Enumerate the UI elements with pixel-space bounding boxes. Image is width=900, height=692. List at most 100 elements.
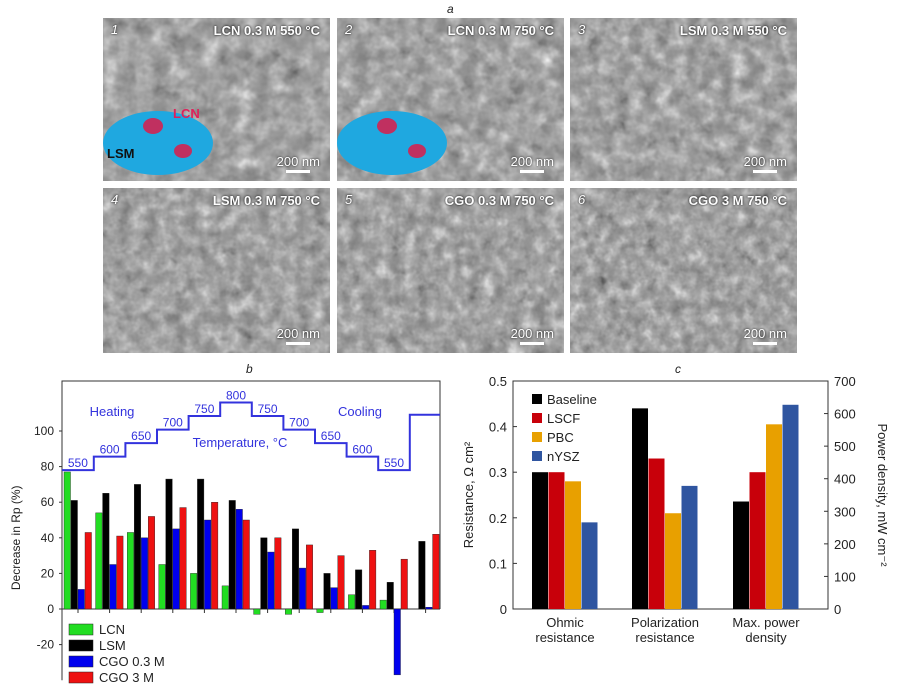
bar-cgo-0-3-m: [267, 551, 275, 610]
bar-cgo-0-3-m: [393, 608, 401, 676]
temperature-step-label: 600: [100, 443, 120, 457]
y-right-tick-label: 200: [834, 537, 856, 552]
bar-cgo-3-m: [211, 501, 219, 610]
sem-number: 4: [111, 192, 119, 207]
bar-lcn: [285, 608, 292, 615]
scale-bar: 200 nm: [277, 154, 320, 173]
y-tick-label: 0: [47, 602, 54, 616]
y-tick-label: 100: [34, 424, 54, 438]
y-tick-label: 0.4: [489, 420, 507, 435]
bar-lsm: [355, 569, 363, 610]
bar-lcn: [253, 608, 261, 615]
category-label: Ohmic: [546, 615, 584, 630]
y-tick-label: 0.2: [489, 511, 507, 526]
sem-number: 1: [111, 22, 119, 37]
bar-lsm: [418, 541, 426, 610]
heating-label: Heating: [90, 404, 135, 419]
bar-baseline: [532, 472, 548, 609]
sem-image-2: 2 LCN 0.3 M 750 °C 200 nm: [337, 18, 564, 181]
scale-label: 200 nm: [510, 154, 554, 169]
scale-bar: 200 nm: [277, 326, 320, 345]
sem-texture: [103, 188, 330, 353]
temperature-step-label: 750: [194, 402, 214, 416]
sem-texture: [570, 18, 797, 181]
bar-lsm: [260, 537, 268, 610]
scale-bar-line: [753, 170, 778, 173]
sem-title: CGO 3 M 750 °C: [688, 193, 787, 208]
y-tick-label: 0: [500, 602, 507, 617]
scale-bar-line: [520, 342, 545, 345]
bar-cgo-0-3-m: [109, 564, 117, 610]
bar-nysz: [581, 522, 598, 609]
legend-swatch: [68, 623, 94, 636]
bar-lcn: [316, 608, 324, 613]
bar-lsm: [102, 493, 110, 610]
temperature-step-label: 750: [258, 402, 278, 416]
scale-label: 200 nm: [743, 154, 787, 169]
temperature-step-label: 650: [321, 429, 341, 443]
legend-label: PBC: [547, 430, 574, 445]
sem-texture: [570, 188, 797, 353]
legend-label: nYSZ: [547, 449, 580, 464]
bar-cgo-0-3-m: [77, 589, 85, 610]
overlay-label-lsm: LSM: [107, 146, 135, 161]
scale-label: 200 nm: [743, 326, 787, 341]
category-label: resistance: [635, 630, 694, 645]
bar-lsm: [70, 500, 78, 610]
bar-lsm: [323, 573, 331, 610]
bar-cgo-3-m: [147, 516, 155, 610]
bar-lcn: [221, 585, 229, 610]
legend-swatch: [532, 394, 542, 404]
bar-pbc: [766, 424, 782, 609]
sem-number: 6: [578, 192, 586, 207]
legend-label: CGO 0.3 M: [99, 654, 165, 669]
bar-lscf: [749, 472, 766, 609]
category-label: density: [745, 630, 787, 645]
bar-cgo-3-m: [116, 535, 124, 610]
bar-lcn: [348, 594, 356, 610]
bar-cgo-3-m: [432, 534, 440, 610]
y-tick-label: 0.1: [489, 556, 507, 571]
sem-title: LCN 0.3 M 550 °C: [213, 23, 320, 38]
bar-lscf: [548, 472, 565, 609]
bar-lsm: [292, 528, 299, 610]
legend-label: LSM: [99, 638, 126, 653]
y-tick-label: 80: [41, 460, 55, 474]
bar-cgo-0-3-m: [362, 605, 370, 610]
bar-cgo-3-m: [369, 550, 377, 610]
bar-nysz: [782, 404, 799, 609]
bar-cgo-3-m: [400, 558, 408, 610]
bar-cgo-3-m: [242, 519, 250, 610]
bar-lcn: [63, 471, 71, 610]
bar-cgo-0-3-m: [299, 567, 306, 610]
y-tick-label: 60: [41, 495, 55, 509]
temperature-step-label: 600: [352, 443, 372, 457]
chart-c-resistance-power: 0 0.1 0.2 0.3 0.4 0.5 0 100 200 300 400 500 600 700 Re…: [461, 374, 890, 645]
bar-cgo-0-3-m: [330, 587, 338, 610]
temperature-step-label: 550: [384, 456, 404, 470]
y-right-tick-label: 100: [834, 569, 856, 584]
legend-label: LCN: [99, 622, 125, 637]
temperature-step-label: 550: [68, 456, 88, 470]
temperature-step-label: 700: [289, 416, 309, 430]
scale-bar-line: [286, 342, 311, 345]
y-right-tick-label: 700: [834, 374, 856, 389]
legend-swatch: [68, 655, 94, 668]
sem-number: 2: [345, 22, 353, 37]
sem-number: 3: [578, 22, 586, 37]
bar-nysz: [681, 485, 698, 609]
bar-lcn: [158, 564, 166, 610]
sem-texture: [337, 188, 564, 353]
bar-cgo-0-3-m: [235, 509, 243, 610]
bar-pbc: [665, 513, 681, 609]
bar-cgo-3-m: [274, 537, 282, 610]
bar-lsm: [386, 582, 394, 610]
legend-swatch: [532, 432, 542, 442]
legend-swatch: [68, 639, 94, 652]
bar-lscf: [648, 458, 665, 609]
panel-label-c: c: [675, 362, 681, 376]
bar-lsm: [165, 478, 173, 610]
bar-lcn: [126, 532, 134, 610]
legend-swatch: [532, 413, 542, 423]
legend-label: Baseline: [547, 392, 597, 407]
